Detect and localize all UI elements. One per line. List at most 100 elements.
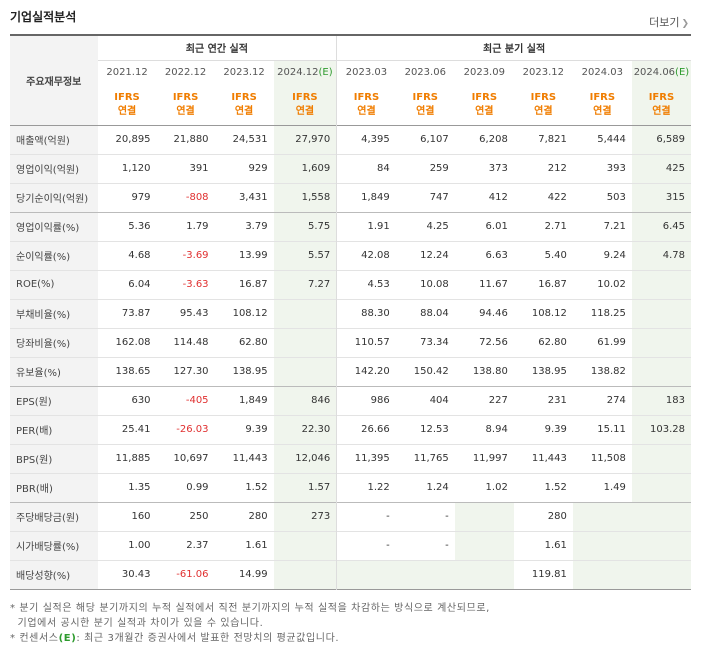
table-cell: 119.81 xyxy=(531,569,567,580)
table-cell xyxy=(631,299,691,328)
table-cell: 503 xyxy=(606,192,626,203)
table-cell: 7,821 xyxy=(538,134,567,145)
consolidated-label: 연결 xyxy=(534,105,553,117)
period-header: 2023.09 xyxy=(455,60,514,85)
table-cell: 1.57 xyxy=(273,473,338,502)
table-cell xyxy=(572,560,632,589)
table-cell: 138.82 xyxy=(590,366,626,377)
table-cell xyxy=(273,328,338,357)
table-cell: - xyxy=(386,511,390,522)
table-cell: 61.99 xyxy=(597,337,626,348)
table-cell xyxy=(631,444,691,473)
table-row: 영업이익률(%) 5.36 1.79 3.79 5.75 1.91 4.25 6.01 2.71… xyxy=(10,212,691,241)
table-cell: 127.30 xyxy=(173,366,209,377)
table-cell: 1.02 xyxy=(485,482,508,493)
table-cell xyxy=(572,502,632,531)
row-label: 주당배당금(원) xyxy=(10,502,98,531)
consolidated-label: 연결 xyxy=(117,105,137,117)
consolidated-label: 연결 xyxy=(416,105,435,117)
table-cell: 250 xyxy=(189,511,209,522)
table-cell: 108.12 xyxy=(232,308,268,319)
period-label: 2023.03 xyxy=(345,67,388,79)
table-cell: 10,697 xyxy=(173,453,209,464)
table-cell: 150.42 xyxy=(413,366,449,377)
table-cell: 16.87 xyxy=(238,279,268,290)
table-cell: 42.08 xyxy=(361,250,390,261)
row-label: BPS(원) xyxy=(10,444,98,473)
table-cell: 1.35 xyxy=(128,482,151,493)
table-cell: 422 xyxy=(547,192,567,203)
table-row: 당기순이익(억원) 979 -808 3,431 1,558 1,849 747 412 422… xyxy=(10,183,691,212)
table-cell xyxy=(395,560,455,589)
period-header: 2023.12 xyxy=(215,60,274,85)
table-cell xyxy=(631,473,691,502)
table-cell: 11.67 xyxy=(479,279,508,290)
period-header: 2024.12(E) xyxy=(273,60,338,85)
period-header: 2023.03 xyxy=(337,60,396,85)
annual-group-header: 최근 연간 실적 xyxy=(97,35,338,61)
table-cell: 88.04 xyxy=(420,308,449,319)
table-cell: 12.53 xyxy=(420,424,449,435)
table-cell: 1.52 xyxy=(544,482,567,493)
table-cell xyxy=(631,357,691,386)
table-cell: 9.39 xyxy=(544,424,567,435)
table-cell: 9.39 xyxy=(245,424,268,435)
estimate-mark: (E) xyxy=(318,67,333,79)
row-label: 매출액(억원) xyxy=(10,125,98,154)
table-cell: 11,508 xyxy=(590,453,626,464)
ifrs-consolidated-label: IFRS 연결 xyxy=(273,85,338,125)
table-cell: 412 xyxy=(488,192,508,203)
table-cell xyxy=(336,560,396,589)
table-cell: 72.56 xyxy=(479,337,508,348)
table-cell: 138.65 xyxy=(115,366,151,377)
ifrs-consolidated-label: IFRS 연결 xyxy=(215,85,274,125)
table-cell: 7.27 xyxy=(273,270,338,299)
row-label: 당좌비율(%) xyxy=(10,328,98,357)
ifrs-label: IFRS xyxy=(648,91,675,103)
table-cell: 26.66 xyxy=(361,424,390,435)
consolidated-label: 연결 xyxy=(357,105,376,117)
consolidated-label: 연결 xyxy=(593,105,612,117)
table-cell: 22.30 xyxy=(273,415,338,444)
table-cell: 11,765 xyxy=(413,453,449,464)
table-cell: -61.06 xyxy=(176,569,209,580)
table-cell: 110.57 xyxy=(354,337,390,348)
ifrs-consolidated-label: IFRS 연결 xyxy=(455,85,514,125)
more-link[interactable]: 더보기 ❯ xyxy=(649,14,689,30)
table-cell: -808 xyxy=(185,192,209,203)
table-cell: 425 xyxy=(631,154,691,183)
table-row: 유보율(%) 138.65 127.30 138.95 142.20 150.42 138.… xyxy=(10,357,691,386)
row-label: PBR(배) xyxy=(10,473,98,502)
row-label: 당기순이익(억원) xyxy=(10,183,98,212)
table-cell: 1.24 xyxy=(426,482,449,493)
table-cell: 6,107 xyxy=(420,134,449,145)
more-label[interactable]: 더보기 xyxy=(649,16,680,29)
table-cell: 103.28 xyxy=(631,415,691,444)
table-cell: 10.08 xyxy=(420,279,449,290)
table-cell: 1.52 xyxy=(245,482,268,493)
period-label: 2023.06 xyxy=(404,67,446,79)
table-row: 배당성향(%) 30.43 -61.06 14.99 119.81 xyxy=(10,560,691,589)
consolidated-label: 연결 xyxy=(176,105,195,117)
row-label: 부채비율(%) xyxy=(10,299,98,328)
row-label: 영업이익(억원) xyxy=(10,154,98,183)
table-cell: 25.41 xyxy=(121,424,151,435)
table-cell: 6.01 xyxy=(485,221,508,232)
table-cell xyxy=(572,531,632,560)
table-cell: 7.21 xyxy=(603,221,626,232)
consolidated-label: 연결 xyxy=(475,105,494,117)
table-cell: 1.22 xyxy=(367,482,390,493)
table-cell: 10.02 xyxy=(597,279,626,290)
table-cell: 4,395 xyxy=(361,134,390,145)
table-cell: 24,531 xyxy=(232,134,268,145)
table-cell: 273 xyxy=(273,502,338,531)
table-cell: 30.43 xyxy=(121,569,151,580)
table-cell: 274 xyxy=(606,395,626,406)
table-row: 매출액(억원) 20,895 21,880 24,531 27,970 4,395 6,10… xyxy=(10,125,691,154)
table-cell xyxy=(631,502,691,531)
table-cell: 6,208 xyxy=(479,134,508,145)
period-header: 2024.03 xyxy=(573,60,632,85)
table-cell: 118.25 xyxy=(590,308,626,319)
table-cell: 373 xyxy=(488,163,508,174)
table-cell: 231 xyxy=(547,395,567,406)
